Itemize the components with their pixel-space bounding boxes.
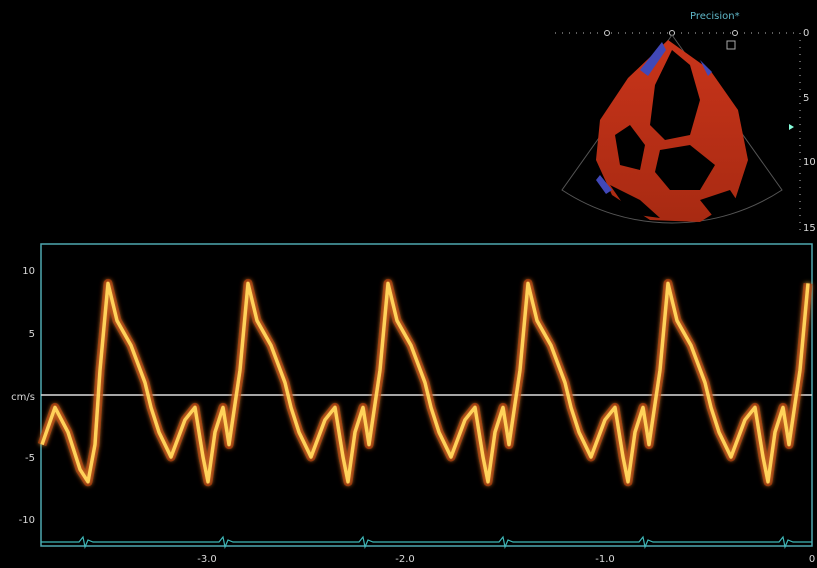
ecg-trace <box>41 535 812 550</box>
ruler-marker <box>604 30 610 36</box>
doppler-waveform <box>37 278 813 487</box>
velocity-label: 5 <box>29 329 35 340</box>
velocity-label: 10 <box>22 266 35 277</box>
ruler-marker <box>732 30 738 36</box>
waveform-core <box>40 281 810 484</box>
velocity-label: -5 <box>25 453 35 464</box>
depth-label: 5 <box>803 93 809 104</box>
time-label: 0 <box>809 554 815 565</box>
time-label: -2.0 <box>395 554 415 565</box>
focus-marker <box>726 40 736 50</box>
velocity-label: -10 <box>19 515 35 526</box>
time-label: -3.0 <box>197 554 217 565</box>
sector-image <box>561 34 783 224</box>
depth-label: 0 <box>803 28 809 39</box>
focus-arrow <box>789 124 794 130</box>
mode-label: Precision* <box>690 11 740 22</box>
depth-label: 15 <box>803 223 816 234</box>
depth-label: 10 <box>803 157 816 168</box>
time-label: -1.0 <box>595 554 615 565</box>
velocity-label: cm/s <box>11 392 35 403</box>
